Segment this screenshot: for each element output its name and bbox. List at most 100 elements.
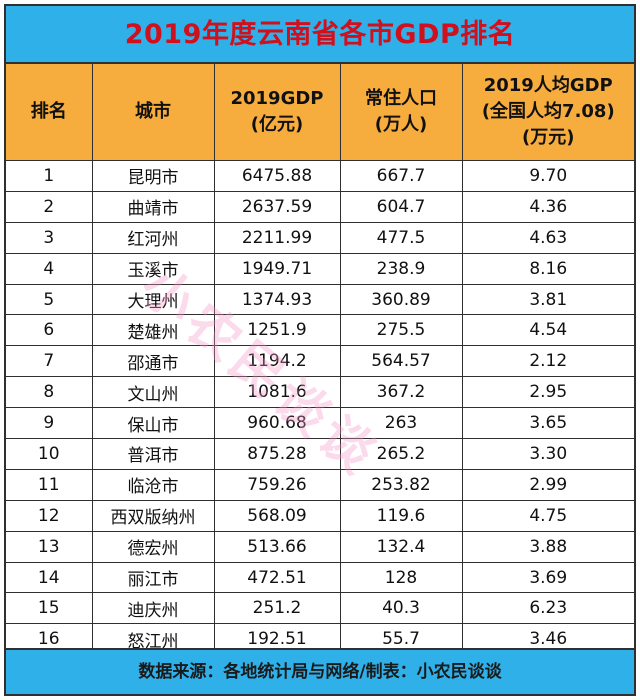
table-row: 8 文山州 1081.6 367.2 2.95 — [6, 376, 634, 409]
header-row: 排名 城市 2019GDP (亿元) 常住人口 (万人) 2019人均GDP (… — [6, 64, 634, 161]
table-row: 1 昆明市 6475.88 667.7 9.70 — [6, 160, 634, 192]
cell-per-capita: 2.99 — [461, 468, 634, 501]
table-row: 6 楚雄州 1251.9 275.5 4.54 — [6, 314, 634, 347]
cell-city: 保山市 — [91, 407, 215, 440]
cell-population: 604.7 — [339, 190, 463, 223]
cell-per-capita: 9.70 — [461, 160, 634, 192]
cell-city: 大理州 — [91, 283, 215, 316]
cell-population: 128 — [339, 561, 463, 594]
header-rank: 排名 — [6, 64, 93, 161]
table-row: 4 玉溪市 1949.71 238.9 8.16 — [6, 252, 634, 285]
cell-population: 564.57 — [339, 345, 463, 378]
cell-per-capita: 3.69 — [461, 561, 634, 594]
cell-per-capita: 3.81 — [461, 283, 634, 316]
cell-city: 邵通市 — [91, 345, 215, 378]
cell-per-capita: 4.54 — [461, 314, 634, 347]
table-row: 3 红河州 2211.99 477.5 4.63 — [6, 221, 634, 254]
cell-rank: 7 — [6, 345, 93, 378]
cell-city: 临沧市 — [91, 468, 215, 501]
cell-gdp: 1194.2 — [213, 345, 341, 378]
gdp-ranking-table: 排名 城市 2019GDP (亿元) 常住人口 (万人) 2019人均GDP (… — [6, 64, 634, 656]
cell-rank: 9 — [6, 407, 93, 440]
cell-population: 477.5 — [339, 221, 463, 254]
cell-city: 曲靖市 — [91, 190, 215, 223]
table-row: 5 大理州 1374.93 360.89 3.81 — [6, 283, 634, 316]
cell-per-capita: 2.95 — [461, 376, 634, 409]
table-row: 2 曲靖市 2637.59 604.7 4.36 — [6, 190, 634, 223]
cell-gdp: 1949.71 — [213, 252, 341, 285]
table-row: 13 德宏州 513.66 132.4 3.88 — [6, 530, 634, 563]
cell-per-capita: 3.88 — [461, 530, 634, 563]
cell-rank: 6 — [6, 314, 93, 347]
cell-city: 普洱市 — [91, 438, 215, 470]
cell-population: 360.89 — [339, 283, 463, 316]
cell-gdp: 960.68 — [213, 407, 341, 440]
cell-gdp: 759.26 — [213, 468, 341, 501]
table-body: 1 昆明市 6475.88 667.7 9.70 2 曲靖市 2637.59 604.7 4.36… — [6, 160, 634, 656]
header-gdp: 2019GDP (亿元) — [213, 64, 341, 161]
cell-rank: 10 — [6, 438, 93, 470]
header-per-capita: 2019人均GDP (全国人均7.08) (万元) — [461, 64, 634, 161]
cell-rank: 5 — [6, 283, 93, 316]
cell-gdp: 251.2 — [213, 592, 341, 625]
cell-city: 德宏州 — [91, 530, 215, 563]
cell-rank: 1 — [6, 160, 93, 192]
cell-population: 265.2 — [339, 438, 463, 470]
cell-gdp: 1251.9 — [213, 314, 341, 347]
cell-population: 367.2 — [339, 376, 463, 409]
cell-gdp: 2637.59 — [213, 190, 341, 223]
cell-per-capita: 8.16 — [461, 252, 634, 285]
cell-rank: 14 — [6, 561, 93, 594]
cell-gdp: 2211.99 — [213, 221, 341, 254]
cell-city: 迪庆州 — [91, 592, 215, 625]
table-footer: 数据来源：各地统计局与网络/制表：小农民谈谈 — [6, 648, 634, 694]
table-row: 10 普洱市 875.28 265.2 3.30 — [6, 438, 634, 470]
cell-gdp: 875.28 — [213, 438, 341, 470]
cell-city: 楚雄州 — [91, 314, 215, 347]
cell-rank: 11 — [6, 468, 93, 501]
cell-per-capita: 3.65 — [461, 407, 634, 440]
table-row: 7 邵通市 1194.2 564.57 2.12 — [6, 345, 634, 378]
cell-gdp: 513.66 — [213, 530, 341, 563]
cell-city: 丽江市 — [91, 561, 215, 594]
cell-population: 275.5 — [339, 314, 463, 347]
table-row: 14 丽江市 472.51 128 3.69 — [6, 561, 634, 594]
cell-population: 132.4 — [339, 530, 463, 563]
cell-rank: 8 — [6, 376, 93, 409]
cell-population: 119.6 — [339, 499, 463, 532]
header-population: 常住人口 (万人) — [339, 64, 463, 161]
cell-rank: 15 — [6, 592, 93, 625]
cell-rank: 3 — [6, 221, 93, 254]
cell-per-capita: 4.75 — [461, 499, 634, 532]
cell-population: 253.82 — [339, 468, 463, 501]
cell-population: 238.9 — [339, 252, 463, 285]
cell-rank: 13 — [6, 530, 93, 563]
cell-rank: 12 — [6, 499, 93, 532]
cell-population: 40.3 — [339, 592, 463, 625]
table-row: 9 保山市 960.68 263 3.65 — [6, 407, 634, 440]
cell-gdp: 472.51 — [213, 561, 341, 594]
cell-gdp: 6475.88 — [213, 160, 341, 192]
header-city: 城市 — [91, 64, 215, 161]
cell-gdp: 1081.6 — [213, 376, 341, 409]
cell-city: 文山州 — [91, 376, 215, 409]
cell-city: 红河州 — [91, 221, 215, 254]
table-row: 11 临沧市 759.26 253.82 2.99 — [6, 468, 634, 501]
table-row: 15 迪庆州 251.2 40.3 6.23 — [6, 592, 634, 625]
cell-per-capita: 6.23 — [461, 592, 634, 625]
cell-gdp: 568.09 — [213, 499, 341, 532]
table-row: 12 西双版纳州 568.09 119.6 4.75 — [6, 499, 634, 532]
table-title: 2019年度云南省各市GDP排名 — [6, 6, 634, 64]
cell-rank: 4 — [6, 252, 93, 285]
cell-per-capita: 2.12 — [461, 345, 634, 378]
cell-per-capita: 3.30 — [461, 438, 634, 470]
cell-city: 昆明市 — [91, 160, 215, 192]
cell-gdp: 1374.93 — [213, 283, 341, 316]
cell-population: 263 — [339, 407, 463, 440]
cell-per-capita: 4.63 — [461, 221, 634, 254]
cell-city: 玉溪市 — [91, 252, 215, 285]
cell-per-capita: 4.36 — [461, 190, 634, 223]
table-frame: 2019年度云南省各市GDP排名 排名 城市 2019GDP (亿元) 常住人口… — [4, 4, 636, 696]
cell-rank: 2 — [6, 190, 93, 223]
cell-city: 西双版纳州 — [91, 499, 215, 532]
